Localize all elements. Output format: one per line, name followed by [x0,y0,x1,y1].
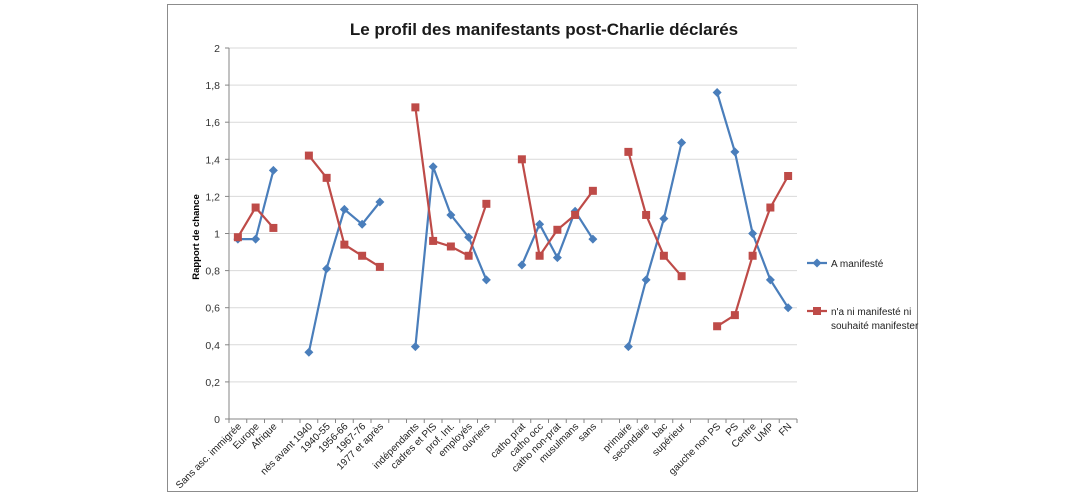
data-point [588,234,598,244]
x-tick-label: UMP [753,421,777,445]
y-tick-label: 0,6 [205,303,220,315]
data-point [429,236,438,245]
data-point [304,151,313,160]
data-point [659,214,669,224]
legend-label: n'a ni manifesté ni [831,307,911,318]
data-point [482,199,491,208]
series-line [627,151,683,277]
y-tick-label: 0 [214,414,220,426]
data-point [375,262,384,271]
x-tick-label: FN [777,421,794,438]
legend-marker [812,258,822,268]
y-axis-label: Rapport de chance [191,194,202,280]
y-tick-label: 0,8 [205,266,220,278]
data-point [571,210,580,219]
series-line [716,92,790,309]
data-point [251,203,260,212]
data-point [765,275,775,285]
data-point [357,219,367,229]
data-point [375,197,385,207]
data-point [340,240,349,249]
data-point [677,272,686,281]
data-point [642,210,651,219]
chart-frame: Le profil des manifestants post-Charlie … [167,4,919,492]
data-point [481,275,491,285]
series-lines [233,88,793,357]
data-point [322,264,332,274]
data-point [730,147,740,157]
data-point [766,203,775,212]
data-point [783,303,793,313]
data-point [659,251,668,260]
legend-item: n'a ni manifesté ni souhaité manifester [807,307,919,332]
y-tick-label: 1,4 [205,154,220,166]
data-point [553,225,562,234]
series-line [236,206,275,238]
y-tick-label: 2 [214,43,220,55]
data-point [339,204,349,214]
data-point [624,147,633,156]
data-point [269,223,278,232]
line-chart: Le profil des manifestants post-Charlie … [174,20,919,491]
y-tick-label: 1 [214,229,220,241]
chart-title: Le profil des manifestants post-Charlie … [350,20,738,39]
data-point [251,234,261,244]
data-point [677,138,687,148]
data-point [623,342,633,352]
data-point [552,253,562,263]
data-point [517,260,527,270]
series-line [716,175,790,328]
data-point [411,103,420,112]
y-tick-label: 1,8 [205,80,220,92]
data-point [464,232,474,242]
data-point [535,219,545,229]
data-point [358,251,367,260]
data-point [748,229,758,238]
data-point [641,275,651,285]
data-point [712,88,722,98]
data-point [748,251,757,260]
x-tick-label: Sans asc. immigrée [174,421,244,491]
y-tick-label: 1,6 [205,117,220,129]
data-point [233,233,242,242]
data-point [446,242,455,251]
data-point [517,155,526,164]
data-point [713,322,722,331]
legend-marker [813,307,821,315]
series-line [307,201,381,353]
series-1 [233,88,793,357]
y-tick-label: 0,4 [205,340,220,352]
legend-label: A manifesté [831,259,884,270]
y-tick-label: 0,2 [205,377,220,389]
data-point [304,347,314,357]
data-point [268,165,278,175]
data-point [464,251,473,260]
gridlines [229,47,797,383]
data-point [535,251,544,260]
legend-label: souhaité manifester [831,321,919,332]
data-point [428,162,438,172]
data-point [588,186,597,195]
axes [225,47,798,423]
series-line [627,142,683,347]
legend-item: A manifesté [807,258,884,270]
data-point [446,210,456,220]
data-point [730,311,739,320]
x-tick-label: sans [576,421,599,444]
data-point [322,173,331,182]
series-2 [233,103,793,331]
y-tick-labels: 0 0,2 0,4 0,6 0,8 1 1,2 1,4 1,6 1,8 2 [205,43,220,426]
y-tick-label: 1,2 [205,191,220,203]
data-point [410,342,420,352]
data-point [784,171,793,180]
legend: A manifesté n'a ni manifesté ni souhaité m… [807,258,919,332]
